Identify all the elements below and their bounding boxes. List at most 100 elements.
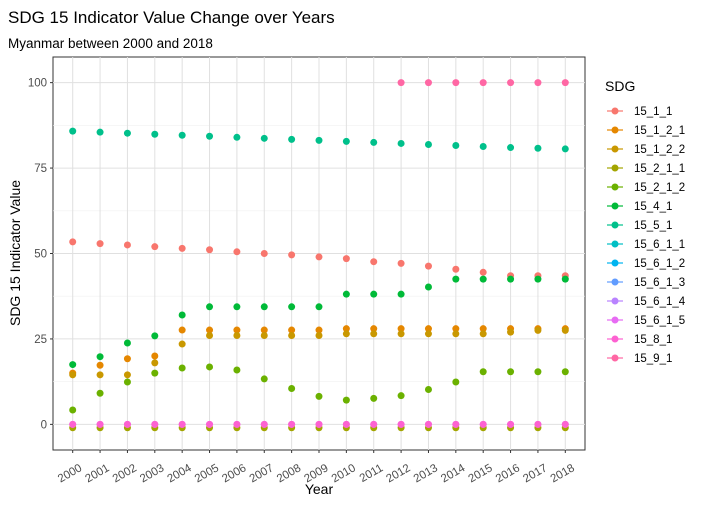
legend-key-point — [611, 316, 619, 324]
x-tick-label: 2012 — [384, 462, 412, 485]
data-point — [96, 420, 104, 428]
legend-label: 15_6_1_3 — [634, 277, 685, 289]
legend-key-point — [611, 126, 619, 134]
data-point — [534, 144, 542, 152]
x-tick-label: 2008 — [275, 462, 303, 485]
data-point — [370, 138, 378, 146]
data-point — [452, 265, 460, 273]
data-point — [479, 368, 487, 376]
data-point — [370, 330, 378, 338]
legend-label: 15_1_1 — [634, 106, 672, 118]
data-point — [69, 420, 77, 428]
x-tick-label: 2003 — [138, 462, 166, 485]
legend-key-point — [611, 107, 619, 115]
legend-key-point — [611, 335, 619, 343]
data-point — [178, 244, 186, 252]
data-point — [260, 332, 268, 340]
legend-item: 15_6_1_5 — [607, 315, 685, 327]
data-point — [315, 303, 323, 311]
x-tick-label: 2006 — [220, 462, 248, 485]
data-point — [288, 303, 296, 311]
data-point — [424, 386, 432, 394]
data-point — [479, 325, 487, 333]
legend-item: 15_2_1_2 — [607, 182, 685, 194]
data-point — [370, 258, 378, 266]
data-point — [424, 140, 432, 148]
x-tick-label: 2004 — [166, 462, 195, 485]
x-tick-label: 2018 — [549, 462, 577, 485]
legend-label: 15_6_1_2 — [634, 258, 685, 270]
data-point — [288, 326, 296, 334]
x-tick-label: 2002 — [111, 462, 139, 485]
data-point — [123, 355, 131, 363]
data-point — [561, 275, 569, 283]
data-point — [479, 420, 487, 428]
legend-label: 15_1_2_2 — [634, 144, 685, 156]
data-point — [315, 392, 323, 400]
x-tick-label: 2014 — [439, 462, 468, 485]
data-point — [452, 142, 460, 150]
data-point — [561, 145, 569, 153]
data-point — [96, 128, 104, 136]
legend-item: 15_1_2_2 — [607, 144, 685, 156]
data-point — [178, 311, 186, 319]
data-point — [397, 79, 405, 87]
data-point — [96, 371, 104, 379]
data-point — [479, 268, 487, 276]
data-point — [151, 332, 159, 340]
data-point — [260, 134, 268, 142]
data-point — [342, 396, 350, 404]
data-point — [424, 420, 432, 428]
data-point — [260, 250, 268, 257]
data-point — [206, 363, 214, 371]
data-point — [452, 275, 460, 283]
data-point — [452, 79, 460, 87]
legend-label: 15_1_2_1 — [634, 125, 685, 137]
legend-key-point — [611, 297, 619, 305]
data-point — [151, 130, 159, 138]
legend-label: 15_5_1 — [634, 220, 672, 232]
legend-label: 15_6_1_5 — [634, 315, 685, 327]
data-point — [424, 262, 432, 270]
data-point — [206, 326, 214, 334]
data-point — [424, 79, 432, 87]
data-point — [342, 330, 350, 338]
data-point — [178, 420, 186, 428]
data-point — [123, 420, 131, 428]
data-point — [206, 420, 214, 428]
data-point — [561, 420, 569, 428]
data-point — [424, 325, 432, 333]
data-point — [178, 326, 186, 334]
data-point — [370, 290, 378, 298]
x-tick-label: 2017 — [521, 462, 549, 485]
data-point — [397, 259, 405, 267]
data-point — [507, 275, 515, 283]
data-point — [96, 353, 104, 361]
data-point — [452, 420, 460, 428]
y-tick-label: 25 — [34, 334, 47, 346]
legend-item: 15_6_1_2 — [607, 258, 685, 270]
legend-label: 15_6_1_4 — [634, 296, 686, 308]
data-point — [507, 144, 515, 152]
data-point — [233, 303, 241, 311]
x-tick-label: 2005 — [193, 462, 221, 485]
data-point — [534, 368, 542, 376]
legend-key-point — [611, 354, 619, 362]
chart-subtitle: Myanmar between 2000 and 2018 — [8, 36, 213, 51]
data-point — [397, 420, 405, 428]
legend-key-point — [611, 240, 619, 248]
chart-title: SDG 15 Indicator Value Change over Years — [8, 8, 335, 27]
data-point — [315, 420, 323, 428]
legend-key-point — [611, 278, 619, 286]
data-point — [424, 330, 432, 338]
legend-title: SDG — [605, 78, 635, 94]
data-point — [370, 394, 378, 402]
y-tick-label: 100 — [28, 78, 47, 90]
data-points — [69, 79, 569, 432]
data-point — [288, 135, 296, 143]
data-point — [315, 332, 323, 340]
legend-item: 15_6_1_1 — [607, 239, 685, 251]
legend-label: 15_9_1 — [634, 353, 672, 365]
legend-item: 15_6_1_4 — [607, 296, 686, 308]
